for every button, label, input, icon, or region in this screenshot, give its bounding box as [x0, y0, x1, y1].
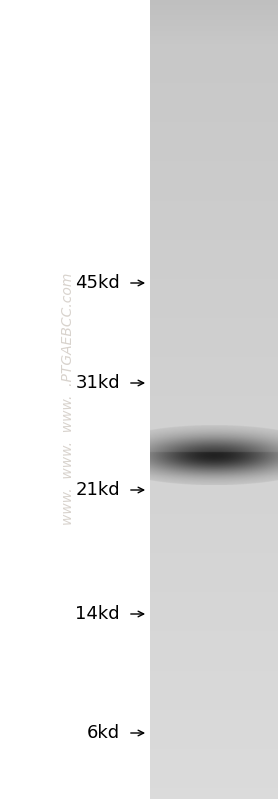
Text: 21kd: 21kd	[75, 481, 120, 499]
Text: 45kd: 45kd	[75, 274, 120, 292]
Text: 31kd: 31kd	[75, 374, 120, 392]
Text: www.  www.  www.  .PTGAEBCC.com: www. www. www. .PTGAEBCC.com	[61, 272, 75, 525]
Text: 6kd: 6kd	[87, 724, 120, 742]
Text: 14kd: 14kd	[75, 605, 120, 623]
